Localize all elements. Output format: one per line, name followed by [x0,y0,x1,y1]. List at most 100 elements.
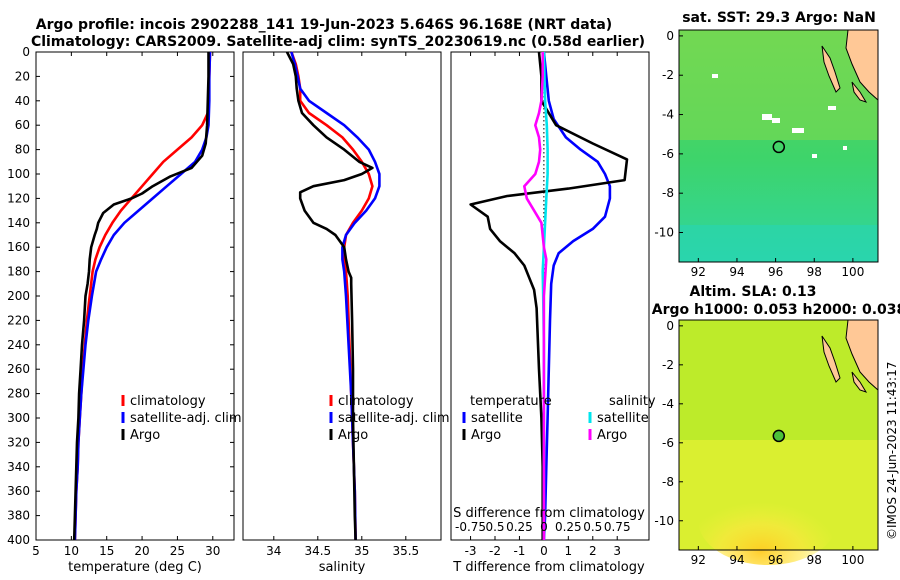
x-tick-label: 3 [613,544,621,558]
s-tick-label: 0.5 [485,520,504,534]
x-tick-label: -2 [489,544,501,558]
t-difference-xlabel: T difference from climatology [452,560,645,575]
s-difference-ticks: -0.75 0.5 0.25 0 0.25 0.5 0.75 [455,520,631,534]
legend-s-satellite-label: satellite [597,411,649,426]
depth-tick-label: 380 [7,509,30,523]
sst-map-panel: sat. SST: 29.3 Argo: NaN 92 94 96 98 100 0 -2 -… [654,10,879,279]
x-tick-label: 30 [205,544,220,558]
map-y-tick-label: -10 [654,226,674,240]
map-y-tick-label: 0 [666,29,674,43]
map-y-tick-label: -8 [662,475,674,489]
s-tick-label: 0.25 [555,520,582,534]
s-tick-label: -0.75 [455,520,486,534]
sst-island-small [851,81,868,103]
sst-argo-marker [772,140,786,154]
series-line-salinity-argo [522,52,548,540]
figure-title-line2: Climatology: CARS2009. Satellite-adj cli… [31,34,645,50]
temperature-axes-frame [35,51,235,541]
map-y-tick-label: -4 [662,108,674,122]
map-y-tick-label: -8 [662,186,674,200]
s-tick-label: 0.25 [506,520,533,534]
map-x-tick-label: 96 [768,553,783,567]
depth-tick-label: 80 [15,143,30,157]
depth-tick-label: 40 [15,94,30,108]
depth-tick-label: 240 [7,338,30,352]
map-y-tick-label: -6 [662,436,674,450]
legend-satellite-label: satellite-adj. clim [130,411,242,426]
map-y-tick-label: 0 [666,319,674,333]
sla-island-small [851,371,868,393]
imos-watermark: ©IMOS 24-Jun-2023 11:43:17 [885,362,899,540]
x-tick-label: -1 [513,544,525,558]
series-line-satellite-adj-clim [290,51,381,541]
salinity-xlabel: salinity [319,560,366,575]
s-tick-label: 0.5 [583,520,602,534]
depth-tick-label: 100 [7,167,30,181]
depth-tick-label: 280 [7,387,30,401]
map-y-tick-label: -2 [662,358,674,372]
x-tick-label: 15 [99,544,114,558]
temperature-lines [72,51,212,541]
figure-title-line1: Argo profile: incois 2902288_141 19-Jun-… [36,17,612,33]
depth-tick-label: 60 [15,118,30,132]
map-x-tick-label: 100 [841,553,864,567]
depth-tick-label: 180 [7,265,30,279]
sst-island [821,45,841,93]
salinity-x-ticks: 34 34.5 35 35.5 [266,52,419,558]
legend-climatology-label: climatology [130,394,206,409]
x-tick-label: 35.5 [392,544,419,558]
sla-island [821,335,841,383]
map-y-tick-label: -4 [662,397,674,411]
depth-tick-label: 140 [7,216,30,230]
s-difference-caption: S difference from climatology [453,506,645,521]
series-line-temperature-argo [469,51,629,540]
map-x-tick-label: 94 [729,265,744,279]
map-y-tick-label: -10 [654,514,674,528]
x-tick-label: 35 [354,544,369,558]
sla-map-title-line1: Altim. SLA: 0.13 [689,284,816,300]
depth-tick-label: 300 [7,411,30,425]
x-tick-label: 34.5 [304,544,331,558]
series-line-argo [285,51,374,541]
map-y-tick-label: -6 [662,147,674,161]
depth-tick-label: 20 [15,69,30,83]
map-x-tick-label: 92 [691,265,706,279]
x-tick-label: 25 [170,544,185,558]
difference-lines [469,51,629,541]
series-line-argo [72,52,210,541]
x-tick-label: 10 [64,544,79,558]
legend-argo-label: Argo [130,428,160,443]
map-x-tick-label: 100 [841,265,864,279]
legend-temperature-header: temperature [470,394,552,409]
legend-argo-label: Argo [338,428,368,443]
depth-tick-label: 260 [7,362,30,376]
depth-tick-label: 200 [7,289,30,303]
temperature-panel: 0204060801001201401601802002202402602803… [7,45,649,575]
x-tick-label: 34 [266,544,281,558]
difference-x-ticks: -3 -2 -1 0 1 2 3 [465,52,621,558]
legend-satellite-label: satellite-adj. clim [338,411,450,426]
map-x-tick-label: 98 [807,553,822,567]
salinity-legend: climatology satellite-adj. clim Argo [329,394,450,443]
legend-t-satellite-label: satellite [471,411,523,426]
temperature-xlabel: temperature (deg C) [68,560,202,575]
depth-tick-label: 160 [7,240,30,254]
depth-tick-label: 340 [7,460,30,474]
depth-tick-label: 320 [7,435,30,449]
legend-climatology-label: climatology [338,394,414,409]
sla-map-title-line2: Argo h1000: 0.053 h2000: 0.038 [652,302,900,318]
s-tick-label: 0 [540,520,548,534]
salinity-axes-frame [242,51,442,541]
difference-legend: temperature salinity satellite Argo sate… [462,394,656,443]
x-tick-label: 5 [32,544,40,558]
salinity-lines [285,51,381,541]
salinity-panel: 34 34.5 35 35.5 salinity climatology satell… [242,51,450,575]
sla-map-panel: Altim. SLA: 0.13 Argo h1000: 0.053 h2000… [652,284,900,567]
legend-t-argo-label: Argo [471,428,501,443]
sst-map-title: sat. SST: 29.3 Argo: NaN [682,10,876,26]
sst-map-ticks: 92 94 96 98 100 0 -2 -4 -6 -8 -10 [654,29,864,279]
difference-panel: -3 -2 -1 0 1 2 3 S difference from climatology… [450,51,656,575]
temperature-legend: climatology satellite-adj. clim Argo [121,394,242,443]
map-x-tick-label: 92 [691,553,706,567]
